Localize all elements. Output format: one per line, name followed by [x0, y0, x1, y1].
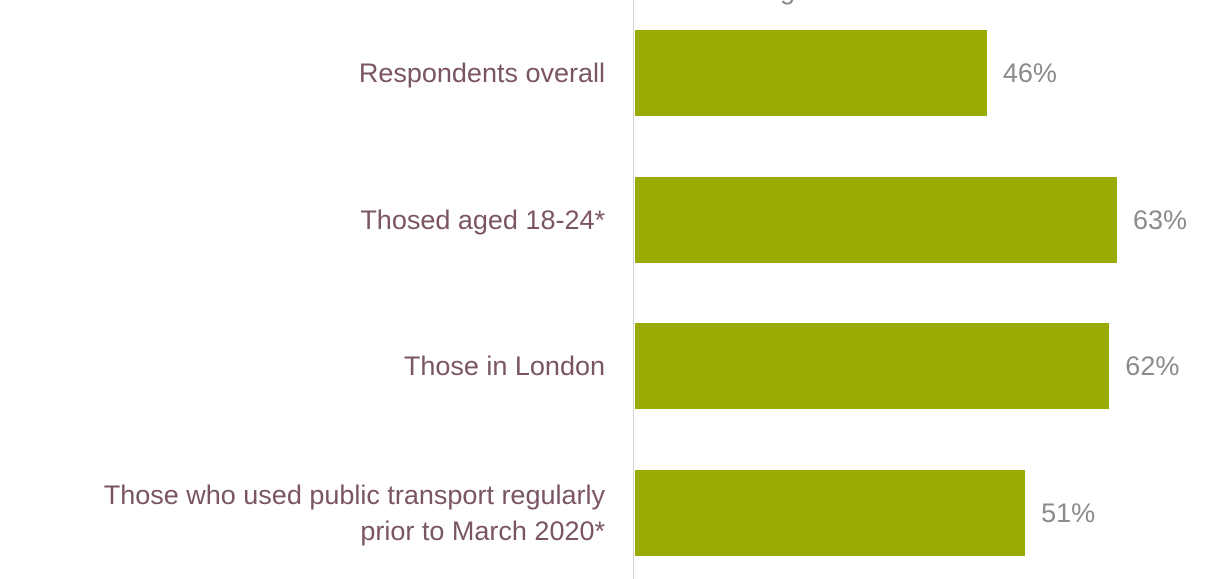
category-label: Thosed aged 18-24* — [360, 204, 605, 235]
bar — [635, 30, 987, 116]
value-label: 46% — [1002, 58, 1057, 88]
bar — [635, 176, 1117, 263]
bar — [635, 323, 1110, 409]
value-label: 62% — [1125, 351, 1180, 381]
category-label: Respondents overall — [358, 58, 605, 88]
category-axis-line — [633, 0, 634, 579]
chart-title-fragment: g — [780, 0, 795, 6]
category-label: Those who used public transport regularl… — [103, 479, 605, 546]
value-label: 51% — [1041, 497, 1096, 528]
bar — [635, 469, 1026, 556]
category-label: Those in London — [403, 351, 605, 381]
value-label: 63% — [1132, 204, 1187, 235]
